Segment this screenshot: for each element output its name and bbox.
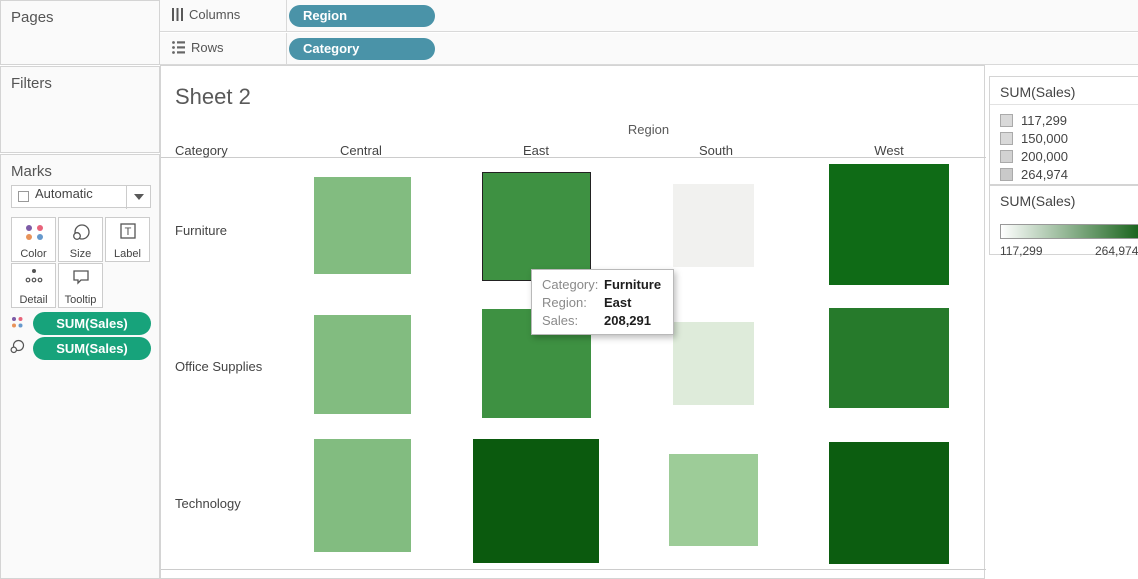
svg-text:T: T [125, 226, 132, 238]
